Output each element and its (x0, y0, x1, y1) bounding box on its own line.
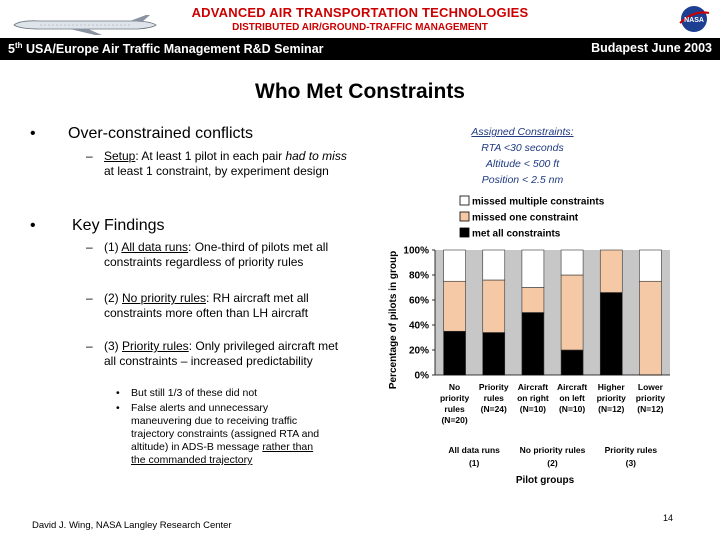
legend-swatch (459, 227, 470, 238)
group-number: (1) (469, 458, 480, 468)
bar-segment (521, 312, 545, 376)
bullet-dot: • (30, 125, 36, 142)
plot-area (435, 250, 670, 375)
y-tick-label: 40% (409, 321, 429, 332)
bar-segment (560, 274, 584, 351)
category-label: priority (597, 393, 627, 403)
nasa-logo-icon: NASA (679, 6, 710, 32)
category-label: (N=10) (520, 404, 546, 414)
y-tick-label: 80% (409, 271, 429, 282)
seminar-bar: 5th USA/Europe Air Traffic Management R&… (0, 38, 720, 60)
category-label: Aircraft (557, 382, 587, 392)
x-axis-label: Pilot groups (516, 475, 575, 486)
category-label: on left (559, 393, 585, 403)
category-label: (N=12) (637, 404, 663, 414)
category-label: No (449, 382, 460, 392)
setup-text: – Setup: At least 1 pilot in each pair h… (86, 149, 347, 178)
bar-segment (482, 249, 506, 281)
bar-segment (482, 332, 506, 376)
stacked-bar-chart: missed multiple constraints missed one co… (380, 190, 680, 490)
bar-segment (443, 330, 466, 376)
constraints-heading: Assigned Constraints: (471, 126, 574, 138)
bar-segment (560, 349, 584, 376)
sub-finding-a: • But still 1/3 of these did not (116, 387, 258, 399)
finding-1: – (1) All data runs: One-third of pilots… (86, 240, 329, 269)
org-subtitle: DISTRIBUTED AIR/GROUND-TRAFFIC MANAGEMEN… (232, 22, 488, 33)
location-date: Budapest June 2003 (591, 41, 712, 55)
constraint-rta: RTA <30 seconds (481, 142, 564, 154)
org-title: ADVANCED AIR TRANSPORTATION TECHNOLOGIES (191, 5, 529, 20)
sub-finding-b: • False alerts and unnecessary maneuveri… (116, 402, 320, 466)
category-label: Aircraft (518, 382, 548, 392)
bar-segment (599, 249, 623, 293)
category-label: priority (636, 393, 666, 403)
constraint-altitude: Altitude < 500 ft (485, 158, 560, 170)
page-number: 14 (663, 513, 674, 523)
bar-segment (482, 279, 506, 333)
finding-2: – (2) No priority rules: RH aircraft met… (86, 291, 309, 320)
bullet-key-findings: • Key Findings (30, 217, 165, 234)
category-label: on right (517, 393, 549, 403)
airplane-icon (13, 15, 157, 35)
legend-swatch (459, 195, 470, 206)
category-label: Lower (638, 382, 664, 392)
category-label: rules (484, 393, 505, 403)
group-label: Priority rules (605, 445, 658, 455)
y-tick-label: 0% (415, 371, 430, 382)
y-tick-label: 100% (403, 246, 429, 257)
category-label: (N=10) (559, 404, 585, 414)
finding-3: – (3) Priority rules: Only privileged ai… (86, 339, 339, 368)
category-label: Higher (598, 382, 626, 392)
legend-swatch (459, 211, 470, 222)
y-axis-label: Percentage of pilots in group (388, 251, 399, 389)
group-label: No priority rules (520, 445, 586, 455)
y-tick-label: 20% (409, 346, 429, 357)
slide-title: Who Met Constraints (255, 80, 465, 103)
logo-text: NASA (684, 17, 704, 24)
bar-segment (521, 287, 545, 313)
category-label: (N=20) (441, 415, 467, 425)
bar-segment (639, 249, 662, 282)
assigned-constraints: Assigned Constraints: RTA <30 seconds Al… (445, 124, 600, 188)
bar-segment (521, 249, 545, 288)
legend-label: missed one constraint (472, 213, 579, 224)
bar-segment (599, 292, 623, 376)
bullet-over-constrained: • Over-constrained conflicts (30, 125, 253, 142)
category-label: priority (440, 393, 470, 403)
category-label: (N=12) (598, 404, 624, 414)
bar-segment (560, 249, 584, 276)
group-number: (2) (547, 458, 558, 468)
category-label: Priority (479, 382, 509, 392)
bullet-dot: • (30, 217, 36, 234)
bar-segment (443, 280, 466, 332)
category-label: (N=24) (481, 404, 507, 414)
constraint-position: Position < 2.5 nm (481, 174, 564, 186)
legend-label: met all constraints (472, 229, 561, 240)
group-number: (3) (626, 458, 637, 468)
bar-segment (443, 249, 466, 282)
bar-segment (639, 280, 662, 376)
legend-label: missed multiple constraints (472, 197, 605, 208)
slide-header: ADVANCED AIR TRANSPORTATION TECHNOLOGIES… (0, 0, 720, 62)
category-label: rules (444, 404, 465, 414)
seminar-title: 5th USA/Europe Air Traffic Management R&… (8, 41, 324, 57)
y-tick-label: 60% (409, 296, 429, 307)
group-label: All data runs (448, 445, 500, 455)
footer-credit: David J. Wing, NASA Langley Research Cen… (32, 520, 232, 531)
